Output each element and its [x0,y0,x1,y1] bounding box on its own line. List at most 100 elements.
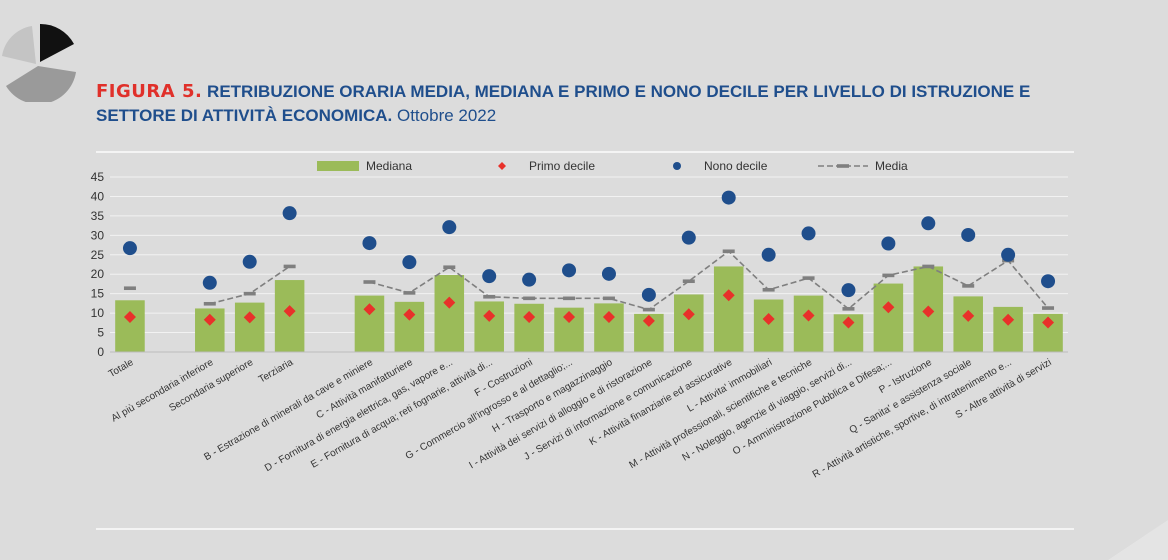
bar-mediana [434,275,465,352]
nono-decile-point [921,216,936,231]
nono-decile-point [402,255,417,270]
legend: Mediana Primo decile Nono decile Media [317,159,908,173]
media-marker [962,284,975,288]
primo-decile-point [563,311,576,323]
nono-decile-point [202,275,217,290]
bar-mediana [674,294,704,352]
media-marker [443,265,456,270]
media-marker [802,276,815,280]
primo-decile-point [1002,313,1015,326]
bar-mediana [594,303,624,352]
nono-decile-point [961,227,976,242]
x-tick-label: Terziaria [257,357,296,386]
primo-decile-point [203,313,216,326]
primo-decile-point [523,311,536,323]
media-marker [203,301,216,306]
nono-decile-point [761,247,776,262]
media-marker [523,296,536,301]
legend-label-nono: Nono decile [704,159,768,173]
nono-decile-point [721,190,736,205]
legend-label-media: Media [875,159,908,173]
media-marker [363,280,376,284]
x-tick-label: Totale [107,357,136,380]
primo-decile-point [762,312,775,325]
nono-decile-point [681,230,696,245]
bar-mediana [234,302,265,352]
y-tick-label: 30 [91,228,105,242]
media-marker [682,279,695,284]
legend-label-primo: Primo decile [529,159,595,173]
figure-label: FIGURA 5. [96,81,203,102]
primo-decile-point [243,311,256,324]
media-line [369,250,1049,311]
nono-decile-point [242,254,257,269]
primo-decile-point [363,303,376,316]
primo-decile-point [682,308,695,321]
bar-mediana [873,283,904,352]
y-tick-label: 0 [97,345,104,359]
y-tick-label: 45 [91,170,105,184]
nono-decile-point [601,266,616,281]
y-tick-label: 20 [91,267,105,281]
media-marker [483,294,496,299]
nono-decile-point [801,226,816,241]
bottom-rule [96,528,1074,530]
legend-marker-nono [673,162,681,170]
media-marker [882,273,895,278]
bar-mediana [793,295,824,352]
primo-decile-point [1042,316,1055,329]
legend-label-mediana: Mediana [366,159,412,173]
legend-marker-primo [498,162,506,170]
figure-title-text: RETRIBUZIONE ORARIA MEDIA, MEDIANA E PRI… [96,82,1031,125]
figure-title: FIGURA 5. RETRIBUZIONE ORARIA MEDIA, MED… [96,80,1106,128]
top-rule [96,151,1074,153]
x-tick-label: E - Fornitura di acqua; reti fognarie, a… [309,357,495,470]
figure-date: Ottobre 2022 [396,106,497,125]
primo-decile-point [403,308,416,321]
primo-decile-point [922,305,935,318]
bar-mediana [753,299,784,352]
nono-decile-point [881,236,896,251]
media-marker [922,264,935,269]
primo-decile-point [962,309,975,322]
bar-mediana [115,300,145,352]
media-marker [1042,306,1055,310]
media-marker [642,307,655,312]
bar-mediana [993,306,1023,352]
media-marker [722,249,735,254]
bar-mediana [713,266,744,352]
nono-decile-point [841,283,856,298]
nono-decile-point [522,272,537,287]
media-marker [243,291,256,296]
primo-decile-point [602,311,615,323]
nono-decile-point [1041,274,1056,289]
nono-decile-point [282,206,297,221]
y-tick-label: 5 [97,326,104,340]
media-marker [403,291,416,295]
y-tick-label: 10 [91,306,105,320]
primo-decile-point [802,309,815,322]
primo-decile-point [443,296,456,309]
istat-logo-icon [2,23,76,102]
legend-marker-media [837,164,849,168]
nono-decile-point [122,241,137,256]
media-marker [762,287,775,292]
legend-swatch-mediana [317,161,359,171]
primo-decile-point [642,314,655,327]
media-marker [602,296,615,301]
nono-decile-point [482,269,497,284]
bar-mediana [953,296,983,352]
primo-decile-point [483,309,496,322]
media-marker [123,286,136,291]
primo-decile-point [842,316,855,329]
corner-decoration [1108,520,1168,560]
y-tick-label: 40 [91,189,105,203]
nono-decile-point [562,263,577,278]
nono-decile-point [641,287,656,302]
y-tick-label: 35 [91,209,105,223]
nono-decile-point [442,220,457,235]
primo-decile-point [283,305,296,318]
media-marker [563,296,576,301]
primo-decile-point [882,301,895,314]
